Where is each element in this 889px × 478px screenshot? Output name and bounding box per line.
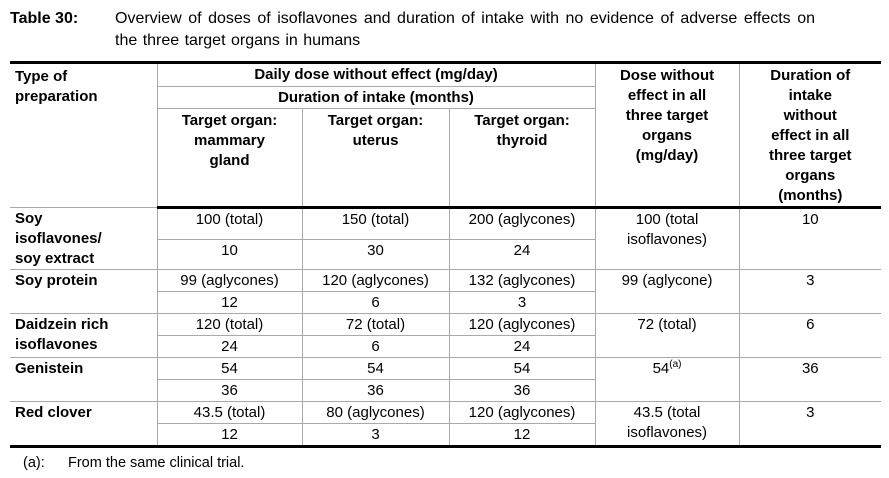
header-duration-of-intake: Duration of intake (months) (156, 86, 596, 110)
all-organs-dose-value: 43.5 (total isoflavones) (627, 404, 708, 441)
preparation-name: Daidzein rich isoflavones (10, 313, 157, 358)
cell-uterus-dose: 150 (total) (301, 207, 449, 240)
cell-thyroid-dose: 120 (aglycones) (448, 313, 596, 336)
cell-mammary-months: 10 (156, 239, 302, 270)
header-type-of-preparation: Type of preparation (15, 68, 98, 105)
cell-thyroid-months: 3 (448, 291, 596, 314)
header-dose-all-organs: Dose without effect in all three target … (594, 62, 740, 209)
header-target-organ-thyroid: Target organ: thyroid (448, 108, 596, 209)
table-caption-text: Overview of doses of isoflavones and dur… (115, 10, 815, 49)
table-row: 12 3 12 (10, 423, 881, 447)
cell-all-organs-dose: 99 (aglycone) (594, 269, 740, 314)
all-organs-dose-value: 100 (total isoflavones) (627, 211, 708, 248)
cell-thyroid-months: 36 (448, 379, 596, 402)
header-row-1: Type of preparation Daily dose without e… (10, 62, 882, 209)
preparation-name: Genistein (10, 357, 157, 402)
table-row: 12 6 3 (10, 291, 881, 314)
cell-uterus-months: 30 (301, 239, 449, 270)
header-duration-all-organs: Duration of intake without effect in all… (738, 62, 882, 209)
cell-uterus-dose: 72 (total) (301, 313, 449, 336)
cell-mammary-dose: 54 (156, 357, 302, 380)
all-organs-dose-value: 54 (652, 360, 670, 377)
cell-all-organs-dose: 100 (total isoflavones) (594, 207, 740, 270)
table-row: Soy isoflavones/ soy extract 100 (total)… (10, 207, 882, 270)
header-daily-dose: Daily dose without effect (mg/day) (156, 62, 596, 87)
cell-thyroid-dose: 54 (448, 357, 596, 380)
footnote-marker: (a): (23, 455, 45, 471)
cell-uterus-months: 6 (301, 335, 449, 358)
table-row: Daidzein rich isoflavones 120 (total) 72… (10, 313, 882, 358)
preparation-name: Red clover (10, 401, 157, 447)
cell-uterus-dose: 80 (aglycones) (301, 401, 449, 424)
all-organs-dose-value: 99 (aglycone) (621, 272, 713, 289)
footnote-ref: (a) (669, 359, 682, 370)
cell-all-organs-months: 3 (738, 401, 882, 447)
table-row: 36 36 36 (10, 379, 881, 402)
table-caption: Table 30: Overview of doses of isoflavon… (10, 8, 880, 52)
table-row: Soy protein 99 (aglycones) 120 (aglycone… (10, 269, 882, 314)
table-row: Red clover 43.5 (total) 80 (aglycones) 1… (10, 401, 882, 447)
cell-all-organs-dose: 54(a) (594, 357, 740, 402)
table-row: Genistein 54 54 54 54(a) 36 (10, 357, 882, 402)
table-body: Soy isoflavones/ soy extract 100 (total)… (10, 207, 882, 447)
cell-thyroid-dose: 200 (aglycones) (448, 207, 596, 240)
table-caption-label: Table 30: (10, 10, 79, 27)
table-row: 10 30 24 (10, 239, 881, 270)
cell-all-organs-months: 36 (738, 357, 882, 402)
cell-thyroid-dose: 120 (aglycones) (448, 401, 596, 424)
table-row: 24 6 24 (10, 335, 881, 358)
cell-thyroid-months: 24 (448, 335, 596, 358)
all-organs-dose-value: 72 (total) (637, 316, 697, 333)
cell-uterus-months: 3 (301, 423, 449, 447)
table-footnote: (a): From the same clinical trial. (10, 448, 880, 472)
cell-mammary-months: 36 (156, 379, 302, 402)
preparation-name: Soy isoflavones/ soy extract (10, 207, 157, 270)
cell-all-organs-dose: 43.5 (total isoflavones) (594, 401, 740, 447)
cell-mammary-months: 12 (156, 291, 302, 314)
cell-thyroid-months: 24 (448, 239, 596, 270)
cell-thyroid-dose: 132 (aglycones) (448, 269, 596, 292)
cell-all-organs-months: 10 (738, 207, 882, 270)
cell-thyroid-months: 12 (448, 423, 596, 447)
cell-mammary-dose: 99 (aglycones) (156, 269, 302, 292)
footnote-text: From the same clinical trial. (68, 455, 245, 471)
cell-all-organs-months: 3 (738, 269, 882, 314)
cell-uterus-months: 36 (301, 379, 449, 402)
header-target-organ-uterus: Target organ: uterus (301, 108, 449, 209)
cell-uterus-dose: 54 (301, 357, 449, 380)
cell-all-organs-dose: 72 (total) (594, 313, 740, 358)
isoflavones-doses-table: Type of preparation Daily dose without e… (10, 61, 882, 448)
header-row-3: Target organ: mammary gland Target organ… (10, 108, 881, 209)
header-target-organ-mammary: Target organ: mammary gland (156, 108, 302, 209)
table-header: Type of preparation Daily dose without e… (10, 62, 882, 209)
cell-all-organs-months: 6 (738, 313, 882, 358)
cell-uterus-months: 6 (301, 291, 449, 314)
preparation-name: Soy protein (10, 269, 157, 314)
cell-mammary-dose: 100 (total) (156, 207, 302, 240)
cell-uterus-dose: 120 (aglycones) (301, 269, 449, 292)
cell-mammary-months: 12 (156, 423, 302, 447)
cell-mammary-dose: 43.5 (total) (156, 401, 302, 424)
cell-mammary-dose: 120 (total) (156, 313, 302, 336)
header-row-2: Duration of intake (months) (10, 86, 881, 110)
cell-mammary-months: 24 (156, 335, 302, 358)
